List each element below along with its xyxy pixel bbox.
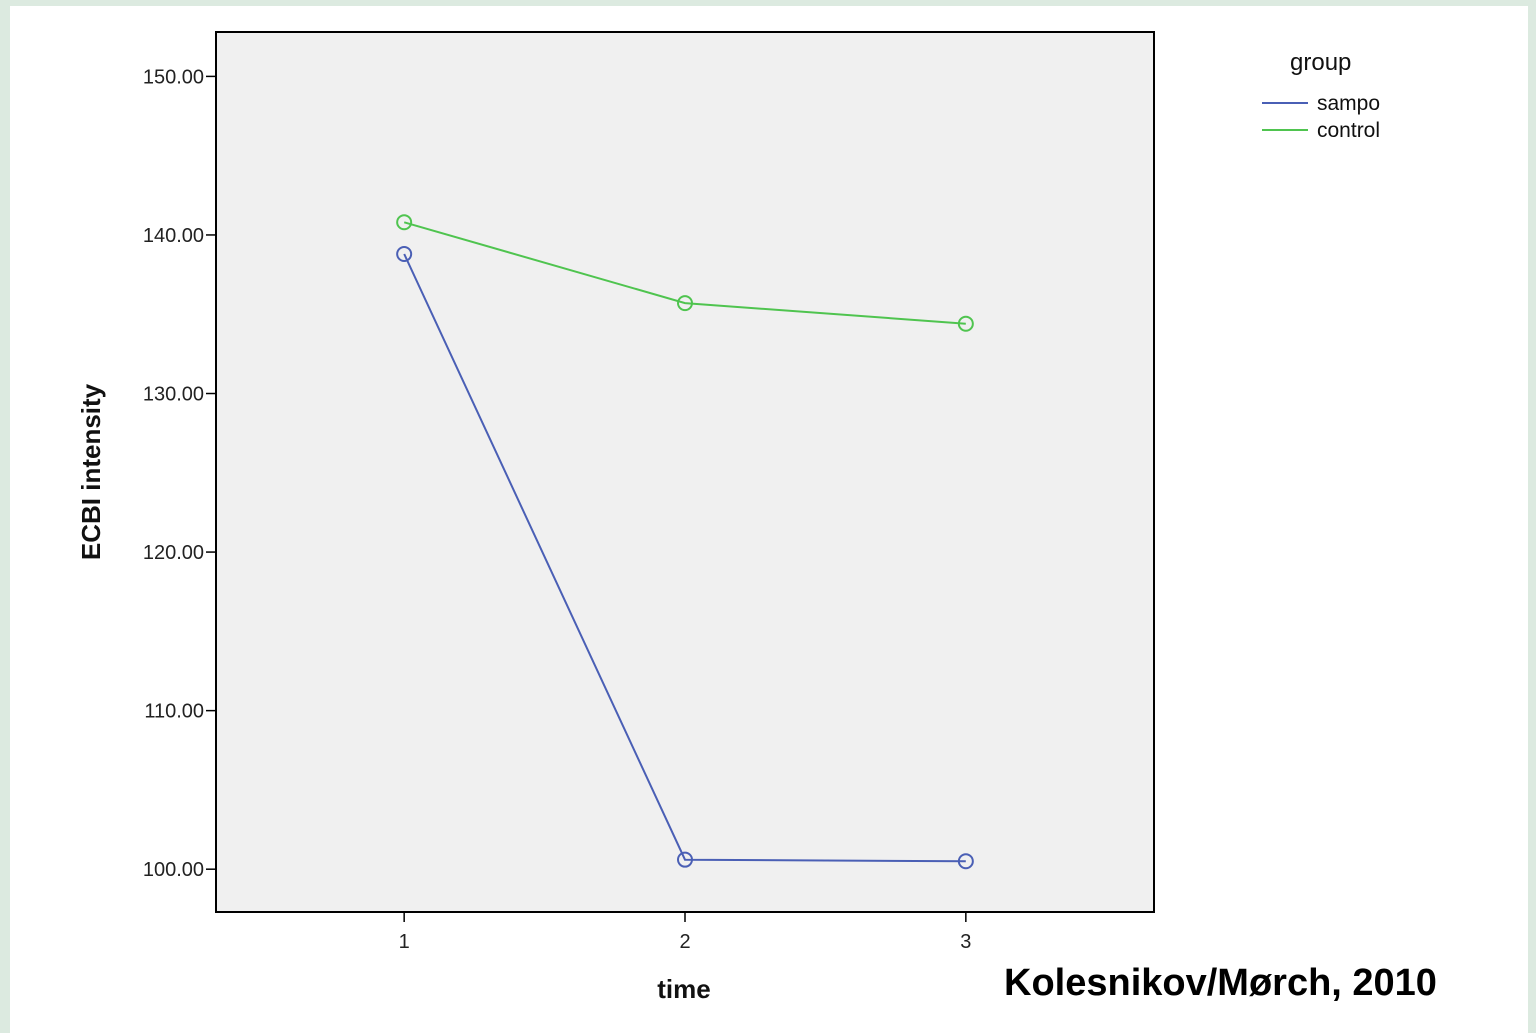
citation: Kolesnikov/Mørch, 2010 <box>1004 962 1437 1004</box>
x-axis-title: time <box>657 974 710 1004</box>
series-line-sampo <box>403 253 966 863</box>
x-tick-label: 3 <box>960 931 971 953</box>
legend: group sampo control <box>1262 49 1380 142</box>
series-line-control <box>403 221 966 325</box>
data-point-sampo <box>957 853 974 870</box>
slide: 100.00 110.00 120.00 130.00 140.00 150.00 1 2 3… <box>10 6 1528 1033</box>
x-axis: 1 2 3 <box>399 912 971 953</box>
legend-title: group <box>1290 49 1351 76</box>
series-control <box>396 214 974 332</box>
y-tick-label: 130.00 <box>143 384 204 406</box>
x-tick-label: 1 <box>399 931 410 953</box>
y-tick-label: 140.00 <box>143 225 204 247</box>
y-axis: 100.00 110.00 120.00 130.00 140.00 150.00 <box>143 66 216 881</box>
x-tick-label: 2 <box>679 931 690 953</box>
data-point-control <box>396 214 413 231</box>
data-point-sampo <box>396 245 413 262</box>
legend-label-sampo: sampo <box>1317 92 1380 115</box>
y-axis-title: ECBI intensity <box>76 383 106 560</box>
plot-area <box>215 31 1155 913</box>
legend-label-control: control <box>1317 119 1380 142</box>
y-tick-label: 150.00 <box>143 66 204 88</box>
data-point-control <box>677 295 693 312</box>
y-tick-label: 120.00 <box>143 542 204 564</box>
data-point-control <box>957 315 974 332</box>
y-tick-label: 110.00 <box>144 701 204 723</box>
data-point-sampo <box>677 851 693 868</box>
line-chart: 100.00 110.00 120.00 130.00 140.00 150.00 1 2 3… <box>76 31 1380 1004</box>
series-layer <box>396 214 974 870</box>
y-tick-label: 100.00 <box>143 859 204 881</box>
series-sampo <box>396 245 974 870</box>
